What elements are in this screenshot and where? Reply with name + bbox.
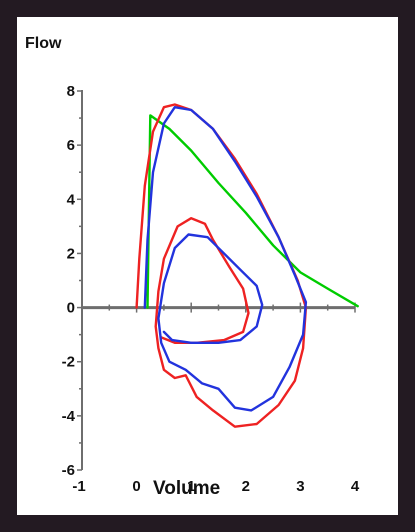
- y-tick-label: 0: [67, 300, 75, 317]
- x-tick-label: -1: [72, 478, 85, 495]
- y-tick-label: -4: [62, 408, 76, 425]
- series-line-2: [135, 103, 308, 428]
- y-tick-label: 6: [67, 137, 75, 154]
- y-tick-label: -2: [62, 354, 75, 371]
- x-tick-label: 2: [242, 478, 250, 495]
- axes: [77, 90, 356, 471]
- x-tick-label: 0: [132, 478, 140, 495]
- y-tick-label: 4: [67, 191, 76, 208]
- y-tick-label: 2: [67, 245, 75, 262]
- series-line-1: [146, 114, 359, 309]
- chart-title: Flow: [25, 35, 62, 52]
- x-axis-label: Volume: [153, 478, 221, 499]
- x-tick-label: 3: [296, 478, 304, 495]
- tick-labels: -6 -4 -2 0 2 4 6 8 -1 0 1 2 3 4: [62, 83, 360, 495]
- series-line-3: [143, 106, 308, 412]
- y-tick-label: -6: [62, 462, 75, 479]
- x-tick-label: 1: [187, 478, 195, 495]
- x-tick-label: 4: [351, 478, 360, 495]
- y-tick-label: 8: [67, 83, 75, 100]
- series-layer: [135, 103, 359, 428]
- chart-panel: [17, 17, 398, 515]
